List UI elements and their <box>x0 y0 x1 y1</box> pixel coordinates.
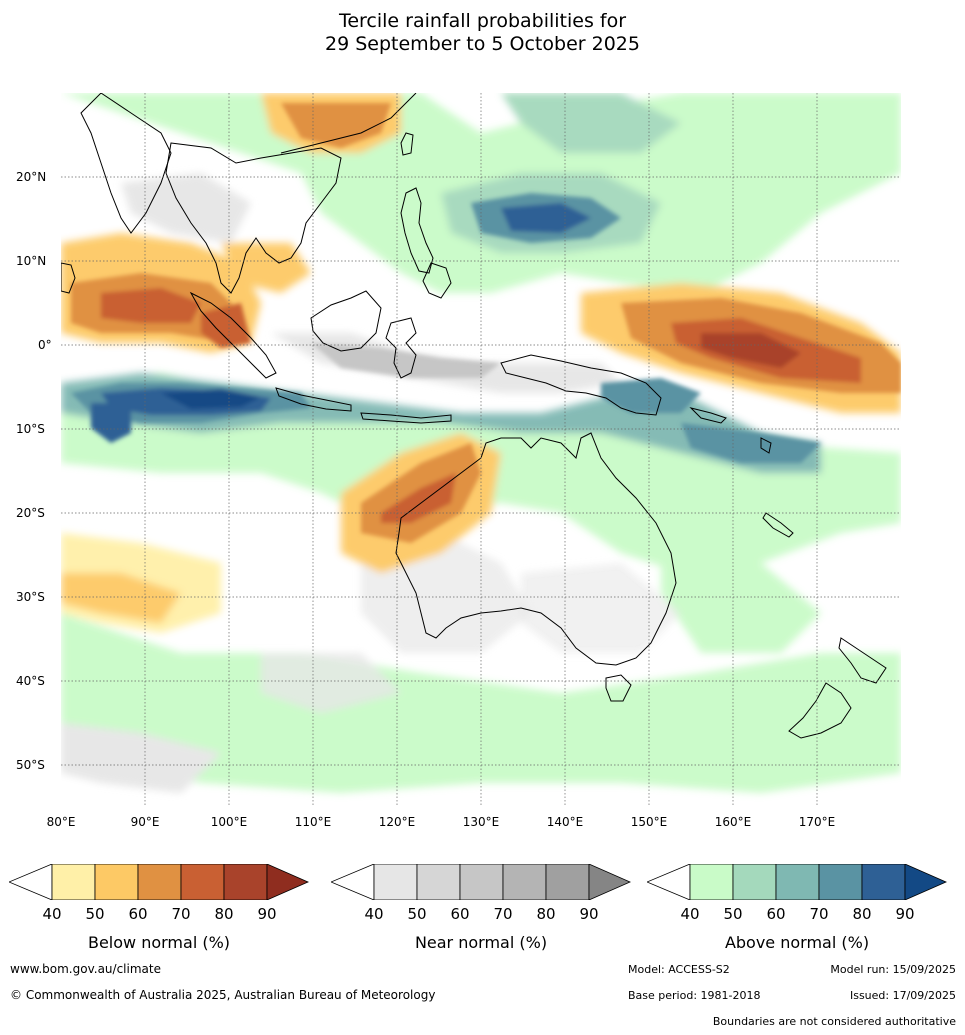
map-title: Tercile rainfall probabilities for 29 Se… <box>0 10 965 56</box>
legend-above-title: Above normal (%) <box>724 933 870 952</box>
lat-label-10n: 10°N <box>16 254 47 268</box>
tick-label: 40 <box>680 905 700 923</box>
tick-label: 60 <box>450 905 470 923</box>
legend-color-cell <box>459 863 504 901</box>
tick-label: 90 <box>895 905 915 923</box>
title-line-2: 29 September to 5 October 2025 <box>325 33 640 55</box>
tick-label: 90 <box>257 905 277 923</box>
map-canvas <box>61 93 901 807</box>
legend-color-cell <box>732 863 777 901</box>
lon-label-90e: 90°E <box>130 815 160 829</box>
copyright-notice: © Commonwealth of Australia 2025, Austra… <box>10 988 436 1002</box>
colorbar-near <box>329 863 631 901</box>
lon-label-160e: 160°E <box>714 815 752 829</box>
legend-color-cell <box>223 863 268 901</box>
legend-color-cell <box>416 863 461 901</box>
legend-color-cell <box>588 863 631 901</box>
legend-color-cell <box>775 863 820 901</box>
legend-above-normal <box>645 863 947 901</box>
legend-color-cell <box>818 863 863 901</box>
lat-label-50s: 50°S <box>16 758 45 772</box>
tick-label: 40 <box>364 905 384 923</box>
tick-label: 90 <box>579 905 599 923</box>
lat-label-20s: 20°S <box>16 506 45 520</box>
legend-color-cell <box>266 863 309 901</box>
tick-label: 50 <box>723 905 743 923</box>
graticule <box>61 93 901 807</box>
tick-label: 80 <box>536 905 556 923</box>
tick-label: 40 <box>42 905 62 923</box>
lon-label-150e: 150°E <box>630 815 668 829</box>
issued-date: Issued: 17/09/2025 <box>849 989 956 1002</box>
lon-label-100e: 100°E <box>210 815 248 829</box>
legend-color-cell <box>861 863 906 901</box>
lat-label-equator: 0° <box>38 338 52 352</box>
tick-label: 80 <box>852 905 872 923</box>
boundaries-note: Boundaries are not considered authoritat… <box>712 1015 956 1028</box>
website-link[interactable]: www.bom.gov.au/climate <box>10 962 161 976</box>
tick-label: 80 <box>214 905 234 923</box>
colorbar-above <box>645 863 947 901</box>
legend-color-cell <box>904 863 947 901</box>
lat-label-10s: 10°S <box>16 422 45 436</box>
legend-color-cell <box>545 863 590 901</box>
lon-label-120e: 120°E <box>378 815 416 829</box>
colorbar-below <box>7 863 309 901</box>
tick-label: 60 <box>128 905 148 923</box>
lon-label-80e: 80°E <box>46 815 76 829</box>
base-period: Base period: 1981-2018 <box>628 989 761 1002</box>
title-line-1: Tercile rainfall probabilities for <box>338 10 627 32</box>
lat-label-40s: 40°S <box>16 674 45 688</box>
coastlines <box>61 93 887 739</box>
legend-below-normal <box>7 863 309 901</box>
model-name: Model: ACCESS-S2 <box>628 963 730 976</box>
legend-color-cell <box>137 863 182 901</box>
tick-label: 50 <box>407 905 427 923</box>
lon-label-140e: 140°E <box>546 815 584 829</box>
legend-below-title: Below normal (%) <box>87 933 231 952</box>
rainfall-probability-map <box>61 93 901 807</box>
tick-label: 50 <box>85 905 105 923</box>
lon-label-130e: 130°E <box>462 815 500 829</box>
legend-color-cell <box>373 863 418 901</box>
tick-label: 70 <box>493 905 513 923</box>
legend-color-cell <box>180 863 225 901</box>
tick-label: 60 <box>766 905 786 923</box>
legend-color-cell <box>51 863 96 901</box>
legend-near-normal <box>329 863 631 901</box>
legend-color-cell <box>502 863 547 901</box>
lon-label-170e: 170°E <box>798 815 836 829</box>
tick-label: 70 <box>809 905 829 923</box>
lon-label-110e: 110°E <box>294 815 332 829</box>
legend-color-cell <box>94 863 139 901</box>
model-run-date: Model run: 15/09/2025 <box>830 963 956 976</box>
tick-label: 70 <box>171 905 191 923</box>
lat-label-20n: 20°N <box>16 170 47 184</box>
legend-near-title: Near normal (%) <box>414 933 548 952</box>
legend-color-cell <box>689 863 734 901</box>
lat-label-30s: 30°S <box>16 590 45 604</box>
